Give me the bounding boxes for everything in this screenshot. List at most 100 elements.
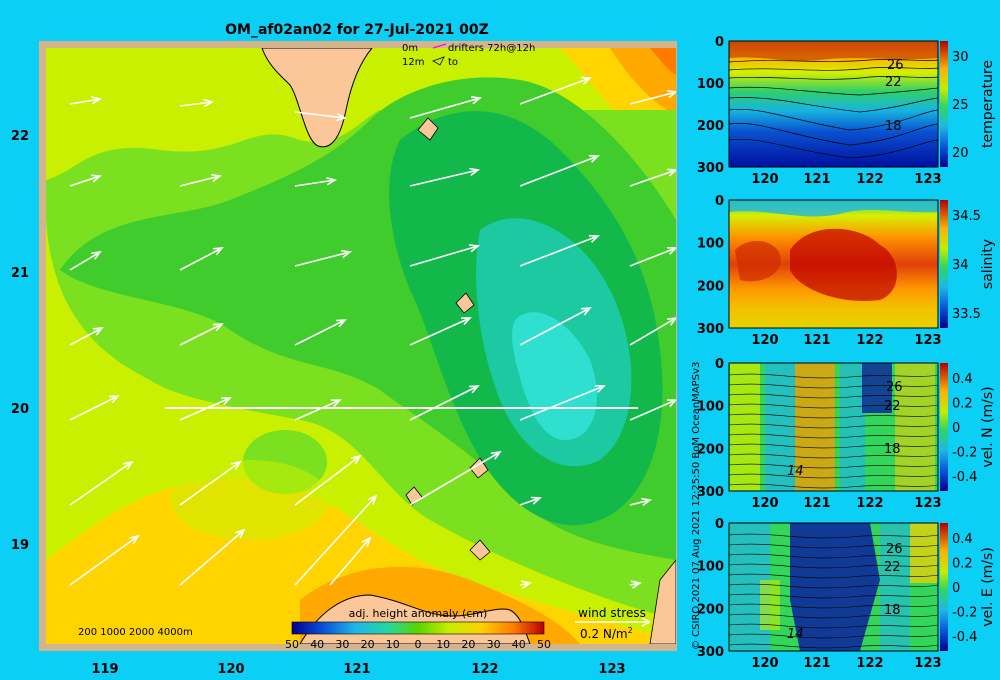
colorbar-tick: 20: [461, 638, 475, 651]
section-lon-tick: 122: [856, 496, 883, 511]
section-depth-tick: 200: [697, 279, 724, 294]
map-lat-tick: 22: [11, 129, 29, 144]
wind-arrow: [179, 528, 246, 586]
section-depth-tick: 300: [697, 645, 724, 660]
velocity-contour-line: [728, 453, 939, 459]
section-depth-tick: 200: [697, 602, 724, 617]
section-lon-tick: 120: [751, 656, 778, 671]
temp-contour-label-26: 26: [887, 58, 904, 73]
section-lon-tick: 121: [803, 656, 830, 671]
section-depth-tick: 300: [697, 322, 724, 337]
wind-arrow: [69, 250, 102, 271]
section-cb-tick: -0.2: [952, 606, 977, 621]
wind-arrow: [179, 98, 215, 108]
drifter-legend-0m: 0m: [402, 43, 418, 54]
section-cb-tick: 0.2: [952, 397, 973, 412]
colorbar-tick: 50: [285, 638, 299, 651]
velocity-contour-line: [728, 583, 939, 589]
velocity-contour-line: [728, 603, 939, 609]
section-colorbars: [940, 41, 948, 651]
section-lon-tick: 121: [803, 172, 830, 187]
wind-arrow: [409, 244, 480, 267]
section-temperature: 26 22 18: [728, 41, 939, 167]
drifter-legend-12m: 12m: [402, 57, 424, 68]
section-cb-tick: 33.5: [952, 307, 981, 322]
velocity-contour-line: [728, 443, 939, 449]
vn-contour-label-14: 14: [787, 464, 804, 479]
wind-arrow: [519, 496, 542, 506]
ve-contour-label-26: 26: [886, 542, 903, 557]
velocity-contour-line: [728, 463, 939, 469]
map-lat-tick: 19: [11, 538, 29, 553]
velocity-contour-line: [728, 533, 939, 539]
velocity-contour-line: [728, 423, 939, 429]
section-depth-tick: 100: [697, 237, 724, 252]
wind-arrow: [629, 580, 643, 589]
wind-arrow: [179, 397, 232, 421]
wind-arrow: [629, 497, 652, 507]
section-ylabel: vel. E (m/s): [980, 547, 996, 627]
section-cb-tick: -0.2: [952, 446, 977, 461]
section-depth-tick: 0: [715, 194, 724, 209]
map-lon-tick: 120: [217, 662, 244, 677]
wind-arrow: [519, 307, 592, 346]
colorbar-tick: 30: [487, 638, 501, 651]
wind-arrow: [69, 327, 104, 346]
velocity-contour-line: [728, 553, 939, 559]
section-cb-tick: 0.2: [952, 557, 973, 572]
wind-arrow: [629, 89, 676, 105]
section-cb-tick: -0.4: [952, 630, 977, 645]
wind-arrow: [629, 168, 676, 187]
section-frame: [728, 522, 939, 652]
wind-arrow: [294, 249, 352, 267]
section-cb-tick: 30: [952, 50, 969, 65]
velocity-contour-line: [728, 483, 939, 489]
map-lat-tick: 20: [11, 402, 29, 417]
wind-stress-label: wind stress: [578, 606, 646, 620]
wind-arrow: [329, 536, 372, 586]
temp-contour-label-18: 18: [885, 119, 902, 134]
velocity-contours: [728, 373, 939, 649]
section-cb-tick: 0.4: [952, 532, 973, 547]
section-frame: [728, 362, 939, 492]
chart-title: OM_af02an02 for 27-Jul-2021 00Z: [225, 22, 489, 38]
velocity-contour-line: [728, 623, 939, 629]
section-lon-tick: 122: [856, 172, 883, 187]
drifter-legend-to: to: [448, 57, 458, 68]
colorbar-tick: 20: [361, 638, 375, 651]
section-depth-tick: 100: [697, 77, 724, 92]
section-lon-tick: 120: [751, 172, 778, 187]
colorbar-tick: 50: [537, 638, 551, 651]
wind-arrow: [409, 450, 502, 506]
section-axes: 0 100 200 300 120 121 122 123 30 25 20 temperature 0…: [697, 35, 996, 671]
wind-arrow: [179, 323, 224, 346]
section-cb-tick: 0: [952, 421, 960, 436]
wind-arrow: [179, 460, 242, 506]
section-lon-tick: 120: [751, 496, 778, 511]
wind-arrow: [294, 111, 348, 122]
section-ylabel: temperature: [980, 60, 996, 148]
wind-arrow: [69, 96, 103, 105]
velocity-contour-line: [728, 413, 939, 419]
wind-arrow: [69, 534, 140, 586]
wind-stress-scale: 0.2 N/m2: [580, 626, 633, 641]
velocity-contour-line: [728, 373, 939, 379]
wind-arrow: [69, 460, 134, 506]
section-cb-tick: 34: [952, 258, 969, 273]
section-ylabel: vel. N (m/s): [980, 386, 996, 467]
wind-arrow: [409, 317, 472, 346]
wind-arrow: [519, 234, 600, 267]
vn-contour-label-18: 18: [884, 442, 901, 457]
wind-arrow: [294, 399, 342, 421]
colorbar-tick: 10: [386, 638, 400, 651]
wind-arrow: [409, 96, 482, 119]
vn-contour-label-22: 22: [884, 399, 901, 414]
wind-arrow: [629, 317, 676, 346]
section-depth-tick: 100: [697, 400, 724, 415]
temp-contour-label-22: 22: [885, 75, 902, 90]
colorbar-tick: 0: [415, 638, 422, 651]
wind-arrow: [519, 154, 600, 187]
map-panel: [39, 41, 677, 651]
section-ylabel: salinity: [980, 239, 996, 289]
